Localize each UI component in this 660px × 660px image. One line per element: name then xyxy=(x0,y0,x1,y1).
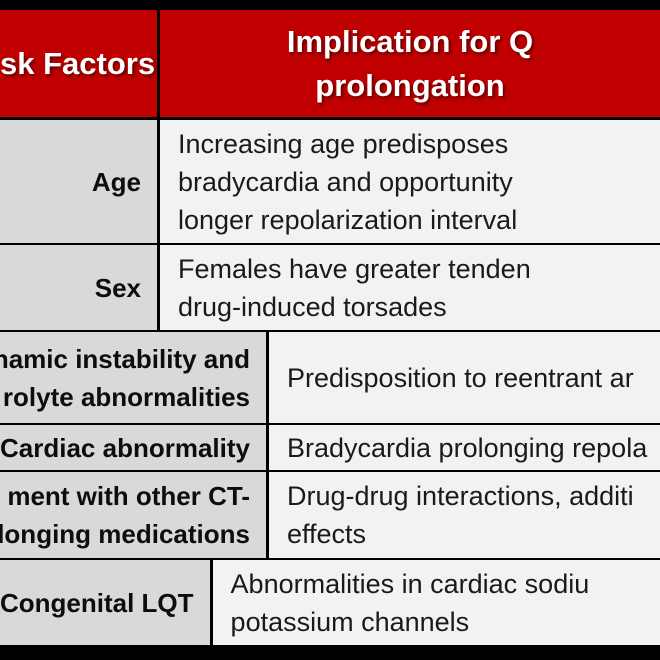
header-implication-qt-prolongation: Implication for Q prolongation xyxy=(286,23,534,103)
implication-cell: Abnormalities in cardiac sodiu potassium… xyxy=(212,560,660,645)
top-border-band xyxy=(0,0,660,10)
table-row-age: Age Increasing age predisposes bradycard… xyxy=(0,117,660,243)
risk-factor-cell: namic instability and rolyte abnormaliti… xyxy=(0,332,269,423)
risk-factor-cell: Congenital LQT xyxy=(0,560,213,645)
implication-cell: Drug-drug interactions, additi effects xyxy=(269,472,660,558)
table-header-row: sk Factors Implication for Q prolongatio… xyxy=(0,10,660,117)
table-row-other-medications: ment with other CT- longing medications … xyxy=(0,470,660,558)
implication-cell: Females have greater tenden drug-induced… xyxy=(160,245,660,330)
table-row-congenital-lqt: Congenital LQT Abnormalities in cardiac … xyxy=(0,558,660,645)
table-row-sex: Sex Females have greater tenden drug-ind… xyxy=(0,243,660,330)
risk-factor-cell: Sex xyxy=(0,245,160,330)
implication-cell: Bradycardia prolonging repola xyxy=(268,425,660,470)
table-row-hemodynamic-instability: namic instability and rolyte abnormaliti… xyxy=(0,330,660,423)
implication-cell: Increasing age predisposes bradycardia a… xyxy=(160,120,660,243)
risk-factor-cell: Cardiac abnormality xyxy=(0,425,269,470)
risk-factor-cell: ment with other CT- longing medications xyxy=(0,472,269,558)
table-row-cardiac-abnormality: Cardiac abnormality Bradycardia prolongi… xyxy=(0,423,660,470)
bottom-border-band xyxy=(0,645,660,660)
implication-cell: Predisposition to reentrant ar xyxy=(269,332,660,423)
risk-factor-cell: Age xyxy=(0,120,160,243)
header-risk-factors: sk Factors xyxy=(0,10,160,117)
